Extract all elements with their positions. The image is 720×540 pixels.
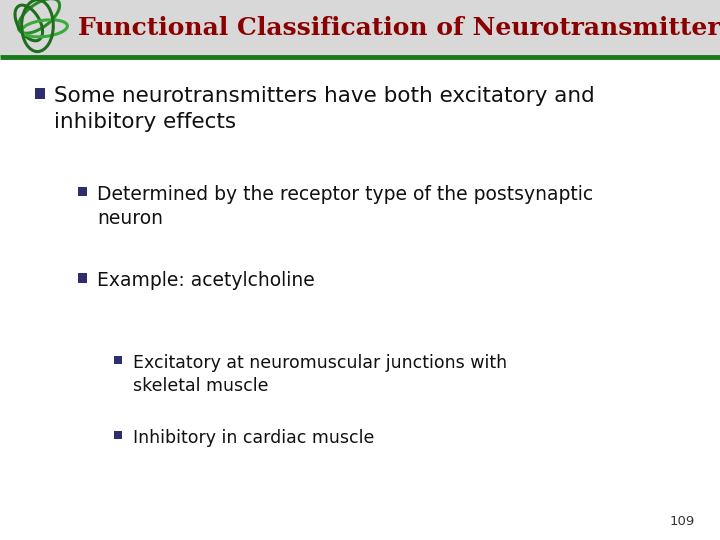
Text: Example: acetylcholine: Example: acetylcholine xyxy=(97,272,315,291)
FancyBboxPatch shape xyxy=(35,88,45,99)
FancyBboxPatch shape xyxy=(114,431,122,440)
FancyBboxPatch shape xyxy=(0,0,720,57)
Text: Determined by the receptor type of the postsynaptic
neuron: Determined by the receptor type of the p… xyxy=(97,185,593,228)
Text: Some neurotransmitters have both excitatory and
inhibitory effects: Some neurotransmitters have both excitat… xyxy=(54,86,595,132)
FancyBboxPatch shape xyxy=(78,187,87,196)
Text: 109: 109 xyxy=(670,515,695,528)
Text: Inhibitory in cardiac muscle: Inhibitory in cardiac muscle xyxy=(133,429,374,448)
FancyBboxPatch shape xyxy=(78,273,87,282)
Text: Functional Classification of Neurotransmitters: Functional Classification of Neurotransm… xyxy=(78,16,720,40)
Text: Excitatory at neuromuscular junctions with
skeletal muscle: Excitatory at neuromuscular junctions wi… xyxy=(133,354,508,395)
FancyBboxPatch shape xyxy=(114,356,122,364)
